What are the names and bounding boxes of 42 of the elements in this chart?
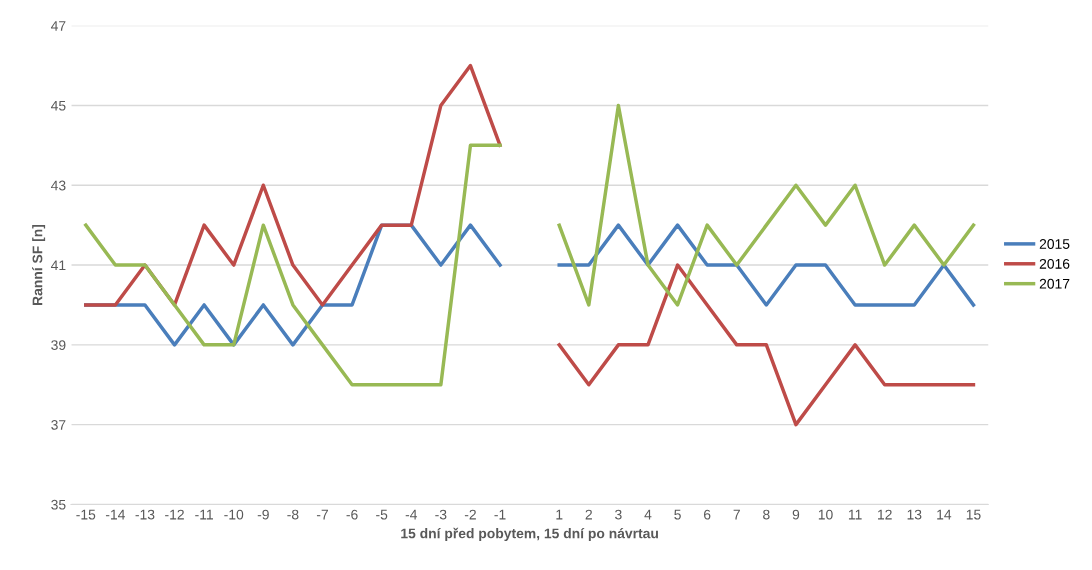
x-tick-label: 8 <box>763 509 770 520</box>
x-tick-label: 12 <box>878 509 892 520</box>
x-tick-label: 7 <box>733 509 740 520</box>
legend-label: 2017 <box>1039 278 1070 289</box>
y-tick-label: 35 <box>51 499 66 510</box>
x-tick-label: -1 <box>494 509 506 520</box>
x-tick-label: 6 <box>704 509 711 520</box>
x-tick-label: 11 <box>848 509 862 520</box>
y-tick-label: 43 <box>50 180 66 191</box>
x-axis-title: 15 dní před pobytem, 15 dní po návrtau <box>401 527 658 542</box>
y-axis-title: Ranní SF [n] <box>32 224 46 306</box>
x-tick-label: -9 <box>257 509 269 520</box>
x-tick-label: 14 <box>937 509 952 520</box>
x-tick-label: -2 <box>464 509 476 520</box>
x-tick-label: -15 <box>76 509 96 520</box>
x-tick-label: -8 <box>287 509 299 520</box>
x-tick-label: 1 <box>556 509 563 520</box>
x-tick-label: 15 <box>966 509 981 520</box>
x-tick-label: -6 <box>346 509 358 520</box>
x-tick-label: -7 <box>316 509 328 520</box>
x-tick-label: -12 <box>165 509 184 520</box>
x-tick-label: -14 <box>105 509 125 520</box>
x-tick-label: 3 <box>615 509 622 520</box>
x-tick-label: -4 <box>405 509 418 520</box>
x-tick-label: 4 <box>644 509 652 520</box>
y-tick-label: 47 <box>50 21 66 31</box>
legend-label: 2015 <box>1039 239 1070 249</box>
y-tick-label: 39 <box>51 340 66 351</box>
x-tick-label: 13 <box>907 509 922 520</box>
x-tick-label: -3 <box>435 509 447 520</box>
y-tick-label: 41 <box>50 260 66 271</box>
x-tick-label: 9 <box>792 509 800 520</box>
x-tick-label: -13 <box>135 509 155 520</box>
x-tick-label: -10 <box>224 509 244 520</box>
x-tick-label: 10 <box>818 509 833 520</box>
legend-label: 2016 <box>1039 258 1070 269</box>
y-tick-label: 45 <box>50 100 66 111</box>
y-tick-label: 37 <box>51 419 66 430</box>
x-tick-label: -11 <box>195 509 213 520</box>
x-tick-label: -5 <box>376 509 388 520</box>
x-tick-label: 5 <box>674 509 681 520</box>
x-tick-label: 2 <box>585 509 592 520</box>
